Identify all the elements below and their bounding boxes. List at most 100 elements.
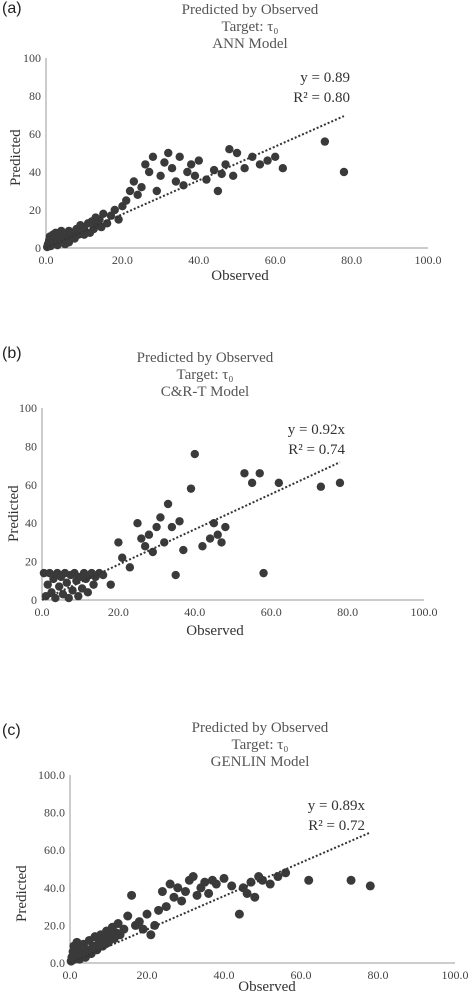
data-point [113, 919, 123, 929]
data-point [144, 530, 154, 539]
y-tick-label: 0 [31, 593, 37, 607]
data-point [74, 591, 83, 601]
data-point [192, 890, 202, 900]
panel-label: (c) [2, 722, 21, 739]
chart-panel-a: (a) Predicted by Observed Target: τ₀ ANN… [0, 0, 474, 290]
data-point [133, 519, 142, 528]
data-point [152, 522, 161, 532]
data-point [142, 909, 152, 919]
y-tick-label: 20 [25, 555, 37, 569]
data-point [54, 582, 64, 591]
data-point [137, 534, 146, 543]
data-point [152, 186, 161, 196]
x-tick-label: 40.0 [184, 605, 205, 619]
x-tick-label: 80.0 [341, 253, 362, 267]
data-point [274, 478, 284, 488]
data-point [228, 171, 238, 180]
data-point [198, 542, 207, 551]
data-point [173, 883, 183, 893]
data-point [148, 547, 157, 557]
data-point [122, 196, 131, 205]
data-point [335, 478, 345, 488]
data-point [213, 186, 223, 196]
title-line: GENLIN Model [210, 754, 310, 770]
data-point [119, 924, 129, 934]
data-point [99, 209, 108, 218]
y-tick-label: 40 [25, 516, 37, 530]
title-line: Predicted by Observed [136, 350, 274, 366]
scatter-plot-a: 0.0 20.0 40.0 60.0 80.0 100.0 0 20 40 60 80 100 [23, 51, 442, 267]
data-point [205, 534, 215, 543]
chart-title: Predicted by Observed Target: τ₀ ANN Mod… [150, 2, 350, 53]
trend-equation: y = 0.89 R² = 0.80 [230, 68, 350, 108]
title-line: Target: τ₀ [231, 737, 289, 753]
y-tick-label: 0.0 [50, 956, 65, 970]
data-point [202, 175, 211, 184]
data-point [156, 171, 165, 180]
data-point [259, 568, 268, 578]
x-tick-label: 40.0 [214, 968, 235, 982]
data-point [110, 205, 119, 215]
data-point [188, 872, 198, 882]
data-point [134, 917, 144, 927]
trendline [69, 831, 371, 964]
equation-text: y = 0.89 [300, 70, 350, 86]
r-squared-text: R² = 0.72 [308, 818, 365, 834]
trendline [45, 115, 345, 249]
title-line: Target: τ₀ [221, 19, 279, 35]
data-point [83, 588, 93, 597]
x-tick-label: 100.0 [415, 253, 442, 267]
data-point [167, 164, 177, 173]
data-point [157, 887, 167, 897]
data-point [209, 165, 219, 175]
data-point [127, 890, 137, 900]
x-tick-label: 100.0 [411, 605, 438, 619]
y-tick-label: 60 [29, 127, 41, 141]
y-tick-label: 20.0 [44, 918, 65, 932]
data-point [148, 152, 158, 161]
data-point [137, 183, 146, 192]
title-line: C&R-T Model [160, 384, 250, 400]
data-point [190, 171, 200, 180]
data-point [125, 186, 135, 196]
data-point [232, 148, 242, 158]
data-point [186, 484, 196, 493]
data-point [242, 888, 252, 898]
r-squared-text: R² = 0.74 [288, 442, 345, 458]
data-point [227, 881, 237, 891]
data-point [278, 164, 288, 173]
x-tick-label: 20.0 [108, 605, 129, 619]
y-tick-label: 40 [29, 165, 41, 179]
y-tick-label: 100 [23, 51, 41, 65]
data-point [165, 879, 175, 889]
data-point [51, 593, 60, 603]
data-point [246, 877, 256, 887]
data-point [129, 177, 139, 186]
y-tick-label: 100.0 [38, 768, 65, 782]
data-point [221, 160, 230, 169]
data-point [186, 160, 196, 169]
equation-text: y = 0.92x [287, 422, 345, 438]
x-axis-label: Observed [186, 623, 244, 639]
data-point [263, 156, 272, 165]
y-tick-label: 60 [25, 478, 37, 492]
data-point [106, 580, 115, 589]
data-point [167, 522, 177, 532]
data-point [123, 911, 133, 921]
trendline [41, 461, 341, 601]
data-point [255, 160, 265, 169]
data-point [141, 160, 150, 169]
chart-title: Predicted by Observed Target: τ₀ GENLIN … [160, 720, 360, 771]
scatter-plot-b: 0.0 20.0 40.0 60.0 80.0 100.0 0 20 40 60 80 100 [19, 401, 438, 619]
panel-label: (b) [2, 345, 22, 362]
chart-title: Predicted by Observed Target: τ₀ C&R-T M… [105, 350, 305, 401]
data-point [164, 148, 173, 158]
x-tick-label: 20.0 [112, 253, 133, 267]
x-tick-label: 100.0 [442, 968, 469, 982]
x-tick-label: 60.0 [261, 605, 282, 619]
data-point [240, 469, 249, 478]
data-point [177, 896, 187, 906]
x-tick-label: 20.0 [137, 968, 158, 982]
data-point [204, 888, 214, 898]
data-point [140, 542, 150, 551]
